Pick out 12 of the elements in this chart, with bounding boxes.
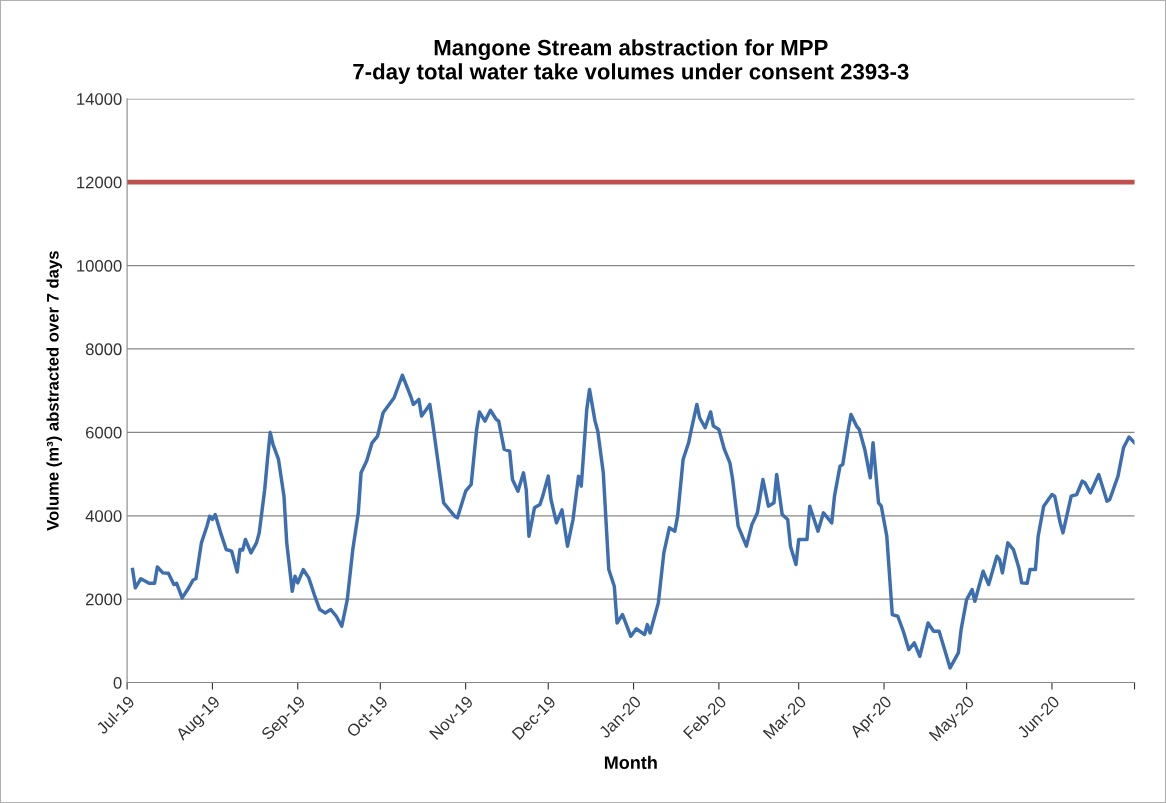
y-tick-label: 4000 xyxy=(85,510,122,522)
y-tick-label: 14000 xyxy=(77,93,122,105)
line-series xyxy=(130,373,1135,670)
y-tick-label: 8000 xyxy=(85,343,122,356)
y-tick-label: 10000 xyxy=(77,259,122,272)
y-tick-label: 0 xyxy=(113,676,122,689)
y-tick-label: 12000 xyxy=(77,176,122,189)
x-axis-title: Month xyxy=(604,755,657,770)
chart-title: Mangone Stream abstraction for MPP 7-day total water take volumes under consent 2393-3 xyxy=(353,39,909,84)
y-tick-label: 2000 xyxy=(86,593,122,606)
y-axis-title: Volume (m³) abstracted over 7 days xyxy=(46,251,62,531)
y-tick-label: 6000 xyxy=(86,426,122,439)
